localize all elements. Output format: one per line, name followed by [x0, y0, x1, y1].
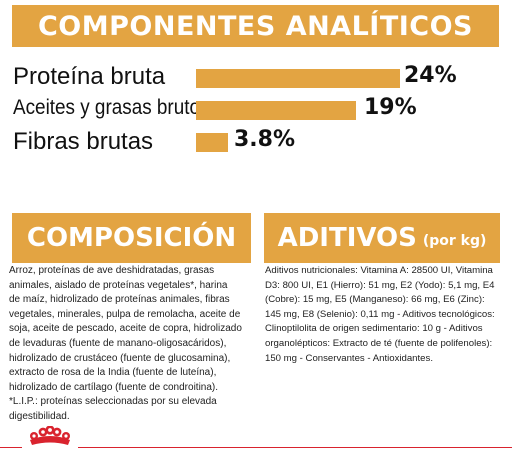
composition-header: COMPOSICIÓN — [12, 213, 251, 263]
composition-line: de levaduras (fuente de manano-oligosacá… — [9, 337, 227, 349]
analytic-bar-protein — [196, 69, 400, 88]
analytic-value-protein: 24% — [404, 63, 457, 88]
analytic-row-label: Fibras brutas — [13, 128, 154, 155]
additives-line: (Cobre): 15 mg, E5 (Manganeso): 66 mg, E… — [265, 294, 485, 306]
analytic-bar-fat — [196, 101, 356, 120]
additives-line: Clinoptilolita de origen sedimentario: 1… — [265, 323, 483, 335]
composition-line: de maíz, hidrolizado de proteínas animal… — [9, 294, 230, 306]
composition-line: vegetales, minerales, pulpa de remolacha… — [9, 308, 241, 320]
composition-line: extracto de rosa de la India (fuente de … — [9, 367, 217, 379]
composition-line: hidrolizado de crustáceo (fuente de gluc… — [9, 352, 231, 364]
additives-line: organolépticos: Extracto de té (fuente d… — [265, 337, 493, 349]
analytic-row-label: Proteína bruta — [13, 63, 166, 90]
additives-header: ADITIVOS (por kg) — [264, 213, 500, 263]
composition-line: hidrolizado de cartílago (fuente de cond… — [9, 381, 219, 393]
analytic-bar-fiber — [196, 133, 228, 152]
composition-line: *L.I.P.: proteínas seleccionadas por su … — [9, 396, 217, 408]
additives-subtitle: (por kg) — [422, 233, 487, 249]
additives-line: 145 mg, E8 (Selenio): 0,11 mg - Aditivos… — [265, 308, 495, 320]
composition-line: soja, aceite de pescado, aceite de copra… — [9, 323, 242, 335]
composition-line: digestibilidad. — [9, 410, 70, 422]
additives-line: D3: 800 UI, E1 (Hierro): 51 mg, E2 (Yodo… — [265, 279, 495, 291]
royal-canin-crown-icon — [22, 426, 78, 450]
additives-title: ADITIVOS — [277, 223, 417, 253]
analytic-title: COMPONENTES ANALÍTICOS — [12, 5, 499, 47]
bottom-brand-rule — [0, 447, 512, 448]
analytic-value-fiber: 3.8% — [234, 127, 296, 152]
additives-line: 150 mg - Conservantes - Antioxidantes. — [265, 352, 433, 364]
analytic-value-fat: 19% — [364, 95, 417, 120]
composition-title: COMPOSICIÓN — [26, 223, 237, 253]
additives-text: Aditivos nutricionales: Vitamina A: 2850… — [265, 264, 505, 366]
composition-line: animales, aislado de proteínas vegetales… — [9, 279, 228, 291]
composition-text: Arroz, proteínas de ave deshidratadas, g… — [9, 264, 248, 425]
composition-line: Arroz, proteínas de ave deshidratadas, g… — [9, 265, 215, 276]
additives-line: Aditivos nutricionales: Vitamina A: 2850… — [265, 265, 493, 276]
analytic-row-label: Aceites y grasas brutos — [13, 96, 210, 119]
